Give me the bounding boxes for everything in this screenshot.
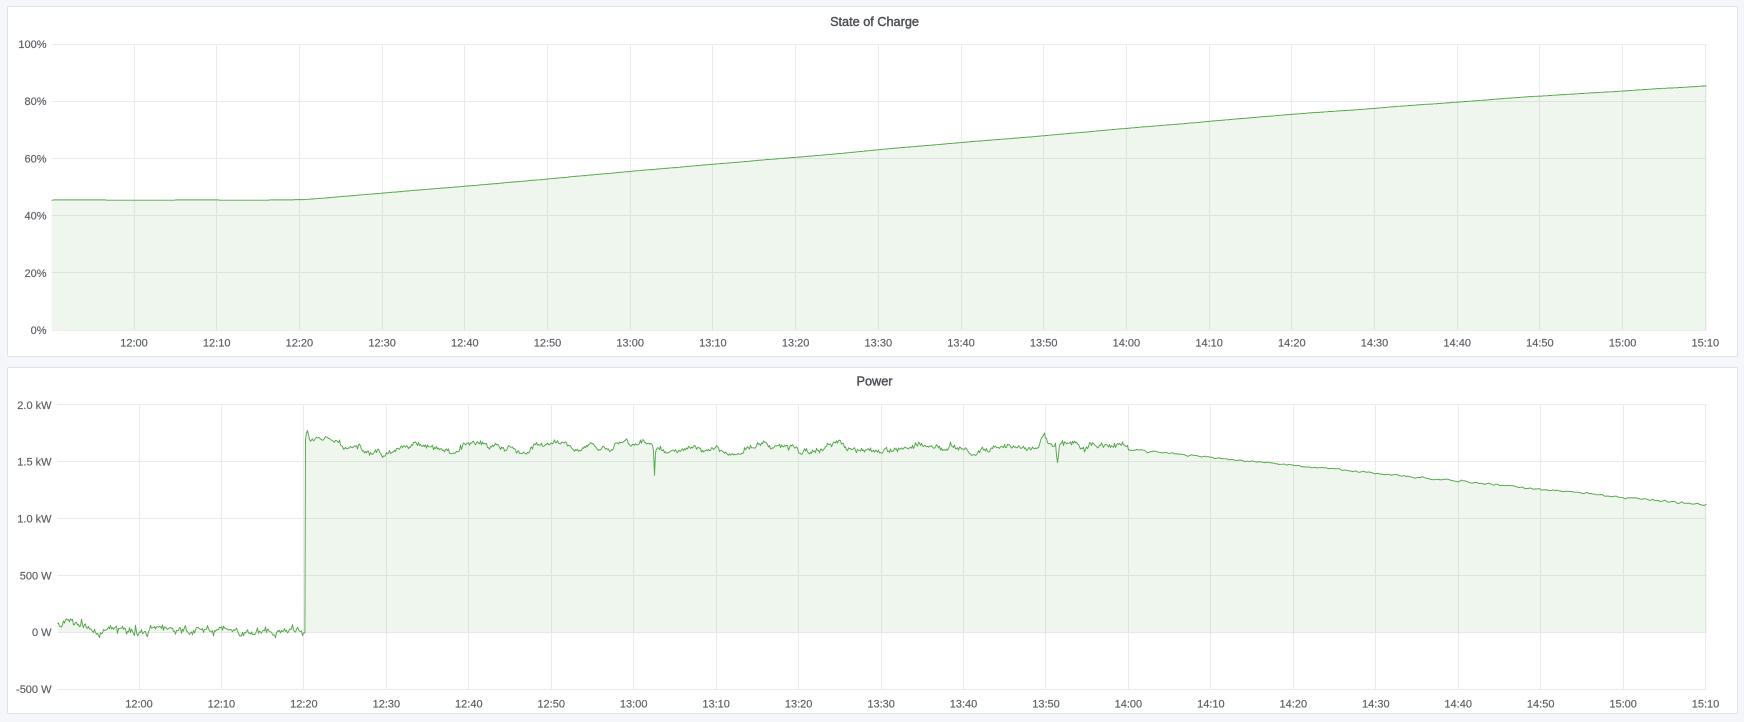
svg-text:12:10: 12:10 <box>208 699 236 711</box>
svg-text:14:50: 14:50 <box>1527 699 1555 711</box>
svg-text:13:30: 13:30 <box>865 338 893 350</box>
svg-text:Power: Power <box>857 374 894 388</box>
svg-text:0 W: 0 W <box>32 627 52 639</box>
svg-text:100%: 100% <box>18 39 46 51</box>
svg-text:80%: 80% <box>24 96 46 108</box>
svg-text:15:10: 15:10 <box>1692 699 1720 711</box>
svg-text:15:00: 15:00 <box>1609 338 1637 350</box>
svg-text:13:10: 13:10 <box>702 699 730 711</box>
svg-text:14:50: 14:50 <box>1526 338 1554 350</box>
svg-text:-500 W: -500 W <box>16 684 52 696</box>
svg-text:13:50: 13:50 <box>1030 338 1058 350</box>
svg-text:13:10: 13:10 <box>699 338 727 350</box>
svg-text:14:10: 14:10 <box>1197 699 1225 711</box>
svg-text:12:40: 12:40 <box>455 699 483 711</box>
svg-text:14:20: 14:20 <box>1280 699 1308 711</box>
svg-text:14:40: 14:40 <box>1443 338 1471 350</box>
svg-text:15:00: 15:00 <box>1609 699 1637 711</box>
svg-text:12:40: 12:40 <box>451 338 479 350</box>
svg-text:14:40: 14:40 <box>1444 699 1472 711</box>
svg-text:0%: 0% <box>31 325 47 337</box>
svg-text:State of Charge: State of Charge <box>830 15 919 29</box>
svg-text:12:20: 12:20 <box>290 699 318 711</box>
svg-text:14:10: 14:10 <box>1195 338 1223 350</box>
svg-text:1.0 kW: 1.0 kW <box>17 514 52 526</box>
svg-text:12:00: 12:00 <box>125 699 153 711</box>
svg-text:20%: 20% <box>24 268 46 280</box>
svg-text:14:30: 14:30 <box>1361 338 1389 350</box>
svg-text:13:50: 13:50 <box>1032 699 1060 711</box>
svg-text:14:00: 14:00 <box>1115 699 1143 711</box>
svg-text:13:00: 13:00 <box>616 338 644 350</box>
svg-text:13:00: 13:00 <box>620 699 648 711</box>
svg-text:13:20: 13:20 <box>785 699 813 711</box>
svg-text:13:20: 13:20 <box>782 338 810 350</box>
svg-text:12:50: 12:50 <box>537 699 565 711</box>
svg-text:12:50: 12:50 <box>534 338 562 350</box>
svg-text:500 W: 500 W <box>20 570 52 582</box>
svg-text:13:30: 13:30 <box>867 699 895 711</box>
svg-text:60%: 60% <box>24 153 46 165</box>
svg-text:2.0 kW: 2.0 kW <box>17 400 52 412</box>
svg-text:14:20: 14:20 <box>1278 338 1306 350</box>
svg-text:14:30: 14:30 <box>1362 699 1390 711</box>
svg-text:12:20: 12:20 <box>286 338 314 350</box>
svg-text:40%: 40% <box>24 211 46 223</box>
svg-text:12:00: 12:00 <box>120 338 148 350</box>
svg-text:12:30: 12:30 <box>368 338 396 350</box>
svg-text:13:40: 13:40 <box>950 699 978 711</box>
svg-text:15:10: 15:10 <box>1692 338 1720 350</box>
svg-text:12:10: 12:10 <box>203 338 231 350</box>
svg-text:14:00: 14:00 <box>1113 338 1141 350</box>
svg-text:1.5 kW: 1.5 kW <box>17 457 52 469</box>
svg-text:12:30: 12:30 <box>373 699 401 711</box>
svg-text:13:40: 13:40 <box>947 338 975 350</box>
